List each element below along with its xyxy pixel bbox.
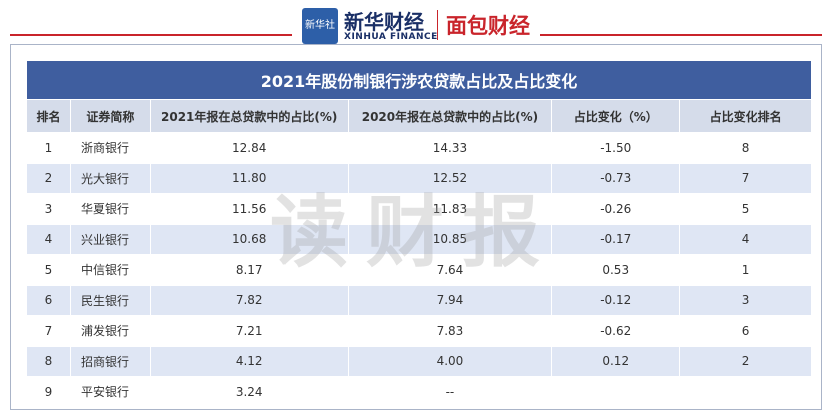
cell: 12.52 bbox=[347, 162, 553, 194]
table-title: 2021年股份制银行涉农贷款占比及占比变化 bbox=[26, 60, 812, 100]
cell: 7.94 bbox=[347, 284, 553, 316]
cell: 8.17 bbox=[149, 254, 349, 286]
column-header: 占比变化排名 bbox=[679, 99, 812, 133]
cell: 12.84 bbox=[149, 132, 349, 164]
cell: 0.12 bbox=[551, 345, 681, 377]
frame bbox=[10, 44, 822, 410]
cell: -0.26 bbox=[551, 193, 681, 225]
cell: 5 bbox=[679, 193, 812, 225]
cell: 浙商银行 bbox=[69, 132, 151, 164]
cell: 10.85 bbox=[347, 223, 553, 255]
cell: 9 bbox=[26, 376, 71, 408]
cell: 光大银行 bbox=[69, 162, 151, 194]
row: 9 平安银行 3.24 -- bbox=[26, 376, 812, 408]
separator bbox=[437, 10, 438, 40]
column-header: 证券简称 bbox=[69, 99, 151, 133]
cell: -0.73 bbox=[551, 162, 681, 194]
cell: 6 bbox=[26, 284, 71, 316]
column-header: 占比变化（%） bbox=[551, 99, 681, 133]
cell: -0.17 bbox=[551, 223, 681, 255]
cell: 1 bbox=[26, 132, 71, 164]
cell: 7.21 bbox=[149, 315, 349, 347]
cell: 2 bbox=[679, 345, 812, 377]
cell: 平安银行 bbox=[69, 376, 151, 408]
cell: 7 bbox=[679, 162, 812, 194]
cell: 浦发银行 bbox=[69, 315, 151, 347]
table: 2021年股份制银行涉农贷款占比及占比变化 排名 证券简称 2021年报在总贷款中的… bbox=[26, 60, 812, 408]
cell: -0.62 bbox=[551, 315, 681, 347]
cell: 民生银行 bbox=[69, 284, 151, 316]
cell: 1 bbox=[679, 254, 812, 286]
cell: 招商银行 bbox=[69, 345, 151, 377]
cell: 8 bbox=[26, 345, 71, 377]
column-header: 2020年报在总贷款中的占比(%) bbox=[347, 99, 553, 133]
cell: 5 bbox=[26, 254, 71, 286]
cell: 7 bbox=[26, 315, 71, 347]
row: 5 中信银行 8.17 7.64 0.53 1 bbox=[26, 254, 812, 286]
cell: 11.56 bbox=[149, 193, 349, 225]
cell: 华夏银行 bbox=[69, 193, 151, 225]
cell: 6 bbox=[679, 315, 812, 347]
header-row: 排名 证券简称 2021年报在总贷款中的占比(%) 2020年报在总贷款中的占比(%)… bbox=[26, 99, 812, 133]
column-header: 2021年报在总贷款中的占比(%) bbox=[149, 99, 349, 133]
cell: 11.80 bbox=[149, 162, 349, 194]
cell bbox=[679, 376, 812, 408]
column-header: 排名 bbox=[26, 99, 71, 133]
row: 8 招商银行 4.12 4.00 0.12 2 bbox=[26, 345, 812, 377]
row: 3 华夏银行 11.56 11.83 -0.26 5 bbox=[26, 193, 812, 225]
table-body: 1 浙商银行 12.84 14.33 -1.50 8 2 光大银行 11.80 12.52 -0.7… bbox=[26, 132, 812, 408]
cell: 7.83 bbox=[347, 315, 553, 347]
rule bbox=[540, 34, 822, 36]
cell bbox=[551, 376, 681, 408]
cell: 11.83 bbox=[347, 193, 553, 225]
cell: 4.12 bbox=[149, 345, 349, 377]
cell: -- bbox=[347, 376, 553, 408]
row: 4 兴业银行 10.68 10.85 -0.17 4 bbox=[26, 223, 812, 255]
cell: 3 bbox=[679, 284, 812, 316]
cell: -1.50 bbox=[551, 132, 681, 164]
row: 7 浦发银行 7.21 7.83 -0.62 6 bbox=[26, 315, 812, 347]
cell: 4 bbox=[679, 223, 812, 255]
header: 新华社 新华财经 XINHUA FINANCE 面包财经 bbox=[0, 0, 832, 44]
row: 2 光大银行 11.80 12.52 -0.73 7 bbox=[26, 162, 812, 194]
cell: 4 bbox=[26, 223, 71, 255]
cell: 3 bbox=[26, 193, 71, 225]
brand-en: XINHUA FINANCE bbox=[344, 32, 438, 42]
cell: 8 bbox=[679, 132, 812, 164]
cell: 4.00 bbox=[347, 345, 553, 377]
brand: 新华财经 bbox=[344, 10, 424, 34]
cell: 7.82 bbox=[149, 284, 349, 316]
partner-logo: 面包财经 bbox=[446, 14, 530, 38]
cell: 10.68 bbox=[149, 223, 349, 255]
cell: 3.24 bbox=[149, 376, 349, 408]
cell: 7.64 bbox=[347, 254, 553, 286]
cell: 0.53 bbox=[551, 254, 681, 286]
row: 1 浙商银行 12.84 14.33 -1.50 8 bbox=[26, 132, 812, 164]
cell: 兴业银行 bbox=[69, 223, 151, 255]
cell: 14.33 bbox=[347, 132, 553, 164]
cell: -0.12 bbox=[551, 284, 681, 316]
logo-badge: 新华社 bbox=[302, 8, 338, 44]
cell: 中信银行 bbox=[69, 254, 151, 286]
cell: 2 bbox=[26, 162, 71, 194]
row: 6 民生银行 7.82 7.94 -0.12 3 bbox=[26, 284, 812, 316]
rule bbox=[10, 34, 292, 36]
